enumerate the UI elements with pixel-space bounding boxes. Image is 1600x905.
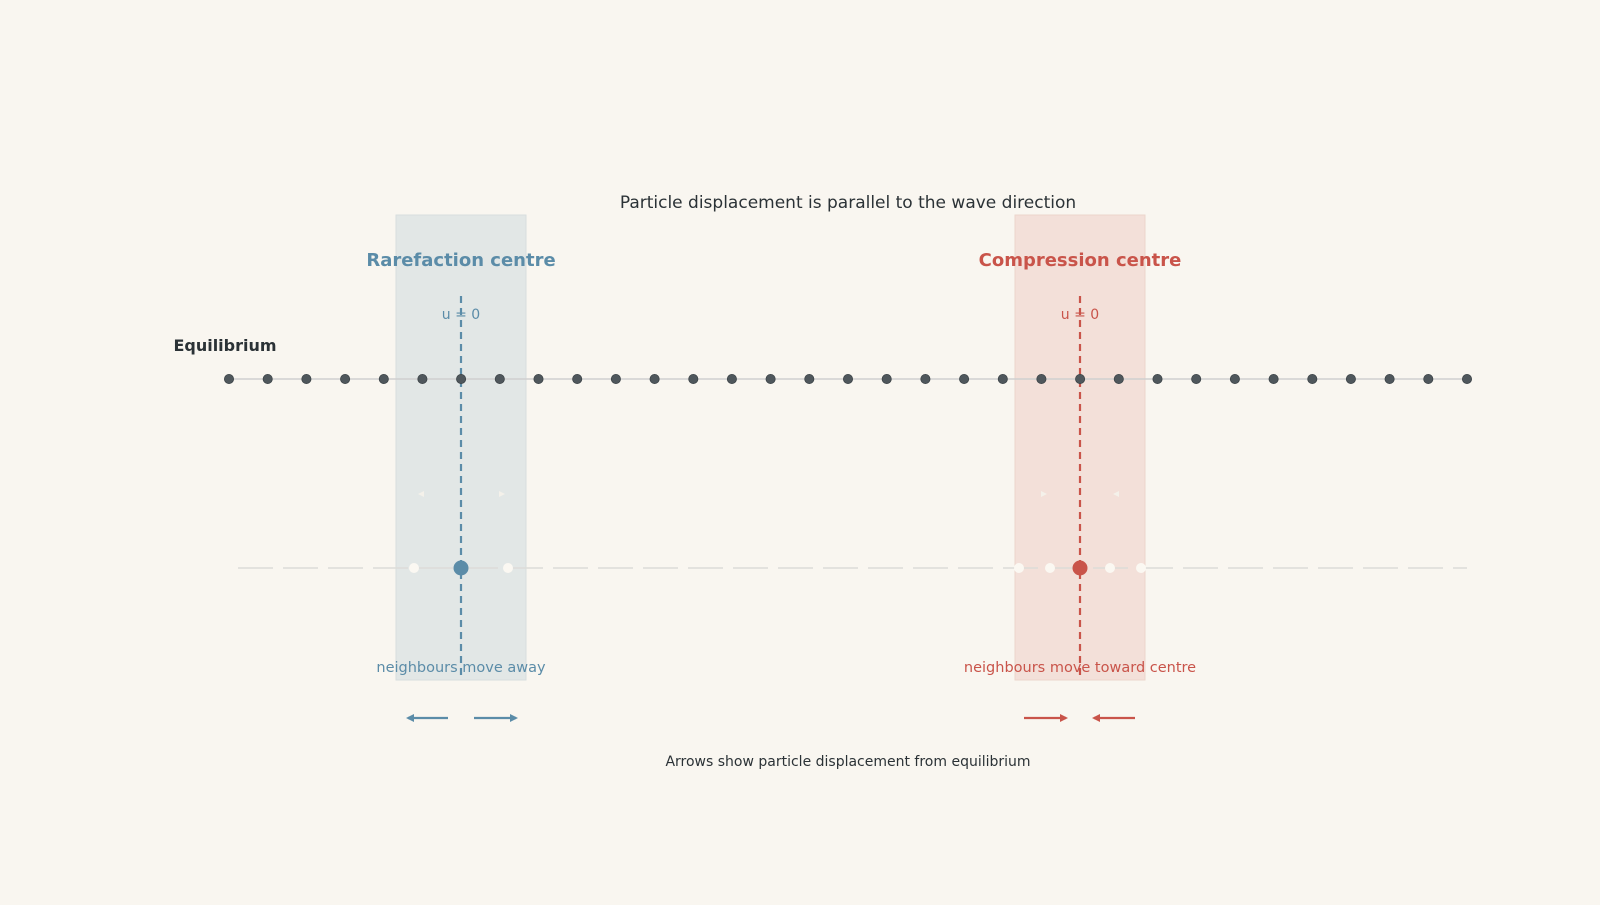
rarefaction-neighbour-particle [503,563,513,573]
rarefaction-centre-particle [453,560,469,576]
equilibrium-particles [223,373,1473,384]
faint-arrowhead [1113,491,1119,497]
equilibrium-particle [301,373,312,384]
compression-neighbour-particle [1014,563,1024,573]
equilibrium-particle [1191,373,1202,384]
equilibrium-particle [765,373,776,384]
compression-centre-particle [1072,560,1088,576]
compression-neighbour-particle [1105,563,1115,573]
compression-neighbour-particle [1045,563,1055,573]
rarefaction-u-label: u = 0 [442,307,480,323]
equilibrium-particle [688,373,699,384]
equilibrium-particle [920,373,931,384]
compression-label: Compression centre [979,250,1182,271]
equilibrium-particle [1462,373,1473,384]
equilibrium-particle [1268,373,1279,384]
equilibrium-particle [1113,373,1124,384]
equilibrium-particle [881,373,892,384]
equilibrium-particle [804,373,815,384]
equilibrium-particle [223,373,234,384]
compression-caption: neighbours move toward centre [964,660,1196,676]
equilibrium-particle [494,373,505,384]
equilibrium-particle [1384,373,1395,384]
equilibrium-particle [1345,373,1356,384]
equilibrium-particle [843,373,854,384]
equilibrium-particle [572,373,583,384]
equilibrium-particle [610,373,621,384]
displaced-particles [409,560,1146,576]
equilibrium-particle [417,373,428,384]
equilibrium-particle [533,373,544,384]
rarefaction-neighbour-particle [409,563,419,573]
equilibrium-particle [1423,373,1434,384]
equilibrium-particle [649,373,660,384]
equilibrium-particle [959,373,970,384]
compression-neighbour-particle [1136,563,1146,573]
equilibrium-particle [1152,373,1163,384]
equilibrium-particle [1075,373,1086,384]
equilibrium-particle [340,373,351,384]
footnote: Arrows show particle displacement from e… [665,754,1030,770]
rarefaction-label: Rarefaction centre [366,250,555,271]
equilibrium-particle [1229,373,1240,384]
rarefaction-caption: neighbours move away [376,660,546,676]
faint-arrowheads [418,491,1119,497]
equilibrium-particle [262,373,273,384]
equilibrium-particle [997,373,1008,384]
equilibrium-particle [726,373,737,384]
faint-arrowhead [418,491,424,497]
equilibrium-particle [1307,373,1318,384]
equilibrium-particle [1036,373,1047,384]
equilibrium-particle [456,373,467,384]
faint-arrowhead [1041,491,1047,497]
equilibrium-label: Equilibrium [173,336,276,355]
diagram-title: Particle displacement is parallel to the… [620,193,1076,213]
compression-u-label: u = 0 [1061,307,1099,323]
equilibrium-particle [378,373,389,384]
faint-arrowhead [499,491,505,497]
